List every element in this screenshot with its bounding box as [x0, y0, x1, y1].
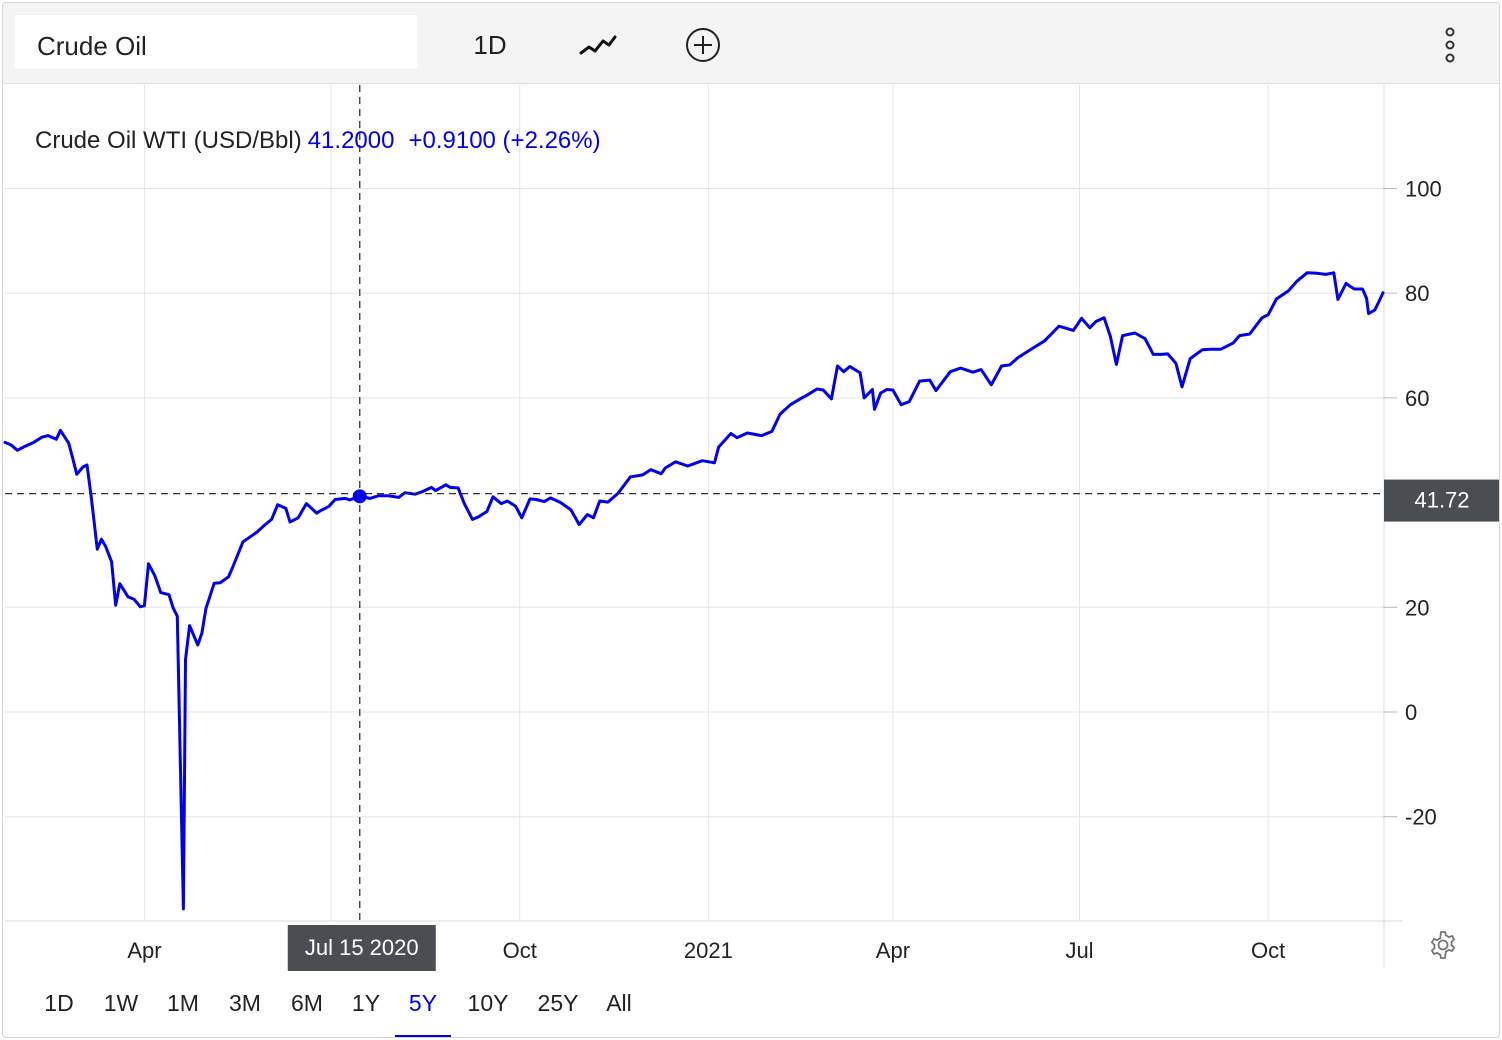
range-button-5y[interactable]: 5Y [408, 990, 438, 1016]
settings-button[interactable] [1427, 929, 1459, 961]
price-line [3, 271, 1385, 911]
x-tick-label: Apr [876, 938, 910, 963]
compare-button[interactable] [683, 25, 723, 65]
y-tick-label: -20 [1405, 805, 1437, 830]
range-button-1y[interactable]: 1Y [351, 990, 381, 1016]
interval-button[interactable]: 1D [473, 30, 507, 60]
x-tick-label: Oct [503, 938, 537, 963]
range-button-10y[interactable]: 10Y [467, 990, 509, 1016]
line-chart-icon [579, 35, 617, 55]
crosshair-price-text: 41.72 [1414, 488, 1469, 513]
y-tick-label: 100 [1405, 177, 1442, 202]
range-button-1m[interactable]: 1M [167, 990, 199, 1016]
legend-value: 41.2000 [307, 127, 395, 154]
gear-icon [1430, 931, 1456, 959]
y-tick-label: 60 [1405, 386, 1429, 411]
x-tick-label: 2021 [684, 938, 733, 963]
crosshair-point [352, 489, 367, 504]
range-button-25y[interactable]: 25Y [537, 990, 579, 1016]
crosshair-date-label: Jul 15 2020 [287, 925, 436, 971]
y-axis: 100 80 60 20 0 -20 [1383, 177, 1442, 830]
range-button-3m[interactable]: 3M [229, 990, 261, 1016]
x-tick-label: Oct [1251, 938, 1285, 963]
y-tick-label: 0 [1405, 700, 1417, 725]
chart-toolbar: Crude Oil 1D [3, 3, 1499, 84]
vertical-dots-icon [1445, 27, 1455, 63]
x-tick-label: Jul [1065, 938, 1093, 963]
crosshair-price-label: 41.72 [1384, 479, 1499, 522]
range-button-6m[interactable]: 6M [291, 990, 323, 1016]
series-legend: Crude Oil WTI (USD/Bbl) 41.2000 +0.9100 (+… [35, 127, 601, 155]
vertical-gridlines [143, 85, 1385, 968]
legend-change: +0.9100 (+2.26%) [408, 127, 601, 154]
range-button-1w[interactable]: 1W [103, 990, 139, 1016]
horizontal-gridlines [5, 188, 1383, 818]
more-options-button[interactable] [1435, 23, 1465, 67]
chart-type-button[interactable] [575, 29, 621, 65]
y-tick-label: 20 [1405, 595, 1429, 620]
range-button-all[interactable]: All [606, 990, 632, 1016]
range-button-1d[interactable]: 1D [44, 990, 74, 1016]
y-tick-label: 80 [1405, 281, 1429, 306]
x-tick-label: Apr [127, 938, 161, 963]
crosshair-date-text: Jul 15 2020 [305, 935, 419, 960]
symbol-label: Crude Oil [37, 31, 147, 61]
legend-series-name: Crude Oil WTI (USD/Bbl) [35, 127, 302, 154]
symbol-search-input[interactable]: Crude Oil [15, 15, 417, 69]
active-range-indicator [395, 1035, 451, 1037]
plus-circle-icon [686, 28, 720, 62]
